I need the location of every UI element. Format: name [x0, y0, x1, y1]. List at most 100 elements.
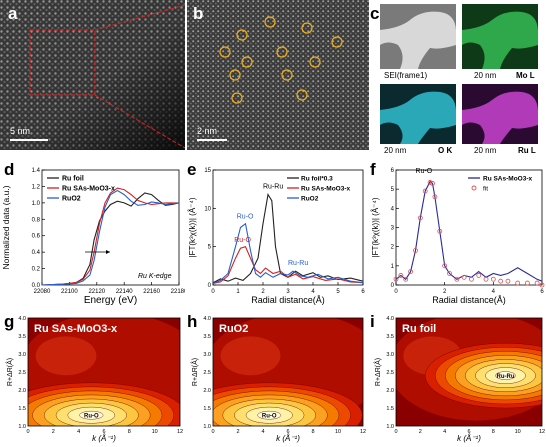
y-tick-label: 2.5 [203, 370, 211, 376]
y-tick-label: 1.0 [203, 424, 211, 430]
series-line [41, 187, 179, 286]
panel-label-f: f [370, 160, 376, 179]
fit-marker [442, 263, 448, 269]
y-tick-label: 3 [391, 226, 395, 232]
y-tick-label: 0 [391, 283, 395, 289]
y-tick-label: 2.0 [203, 388, 211, 394]
heatmap-layer [396, 318, 542, 426]
y-tick-label: 3.5 [18, 334, 26, 340]
heatmap-title: RuO2 [219, 323, 248, 335]
panel-g: g 0 2 4 6 8 10 12 1.0 1.5 2.0 2.5 3.0 3.5 4.0 k (Å⁻¹) R… [0, 312, 185, 447]
y-axis-label: R+ΔR(Å) [5, 358, 14, 386]
x-tick-label: 22160 [143, 289, 160, 295]
heatmap-layer [213, 318, 363, 426]
x-tick-label: 6 [467, 429, 470, 435]
eds-scale-mo: 20 nm [474, 71, 497, 80]
scale-label-b: 2 nm [197, 126, 218, 136]
y-tick-label: 1.4 [32, 168, 41, 174]
legend-label: RuO2 [62, 196, 81, 203]
legend-label: Ru SAs-MoO3-x [301, 186, 351, 193]
peak-label: Ru-O [262, 414, 277, 420]
fit-marker [469, 276, 474, 282]
ft-exafs-chart: 0 1 2 3 4 5 6 0 5 10 15 Radial distance(Å) |FT(k³χ(k… [188, 168, 365, 305]
y-tick-label: 4.0 [203, 316, 211, 322]
y-axis-label: Normalized data (a.u.) [1, 185, 11, 269]
fit-marker [430, 181, 435, 186]
y-tick-label: 0.4 [32, 250, 41, 256]
x-tick-label: 22100 [61, 289, 78, 295]
heatmap-blob [35, 336, 97, 376]
eds-label-o: O K [438, 146, 453, 155]
series-line [41, 192, 180, 286]
exafs-fit-chart: 0 2 4 6 0 1 2 3 4 5 6 Radial distance(Å) |FT(k³χ(k))… [371, 168, 545, 305]
x-tick-label: 4 [311, 289, 315, 295]
x-tick-label: 2 [443, 289, 447, 295]
x-axis-label: Radial distance(Å) [432, 295, 506, 305]
fit-marker [461, 274, 467, 280]
x-tick-label: 8 [311, 429, 314, 435]
x-tick-label: 0 [211, 289, 215, 295]
y-tick-label: 1.2 [32, 184, 41, 190]
heatmap-title: Ru SAs-MoO3-x [34, 323, 118, 335]
y-tick-label: 3.0 [203, 352, 211, 358]
y-tick-label: 0.6 [32, 234, 41, 240]
x-tick-label: 6 [286, 429, 289, 435]
panel-label-a: a [8, 4, 18, 23]
x-tick-label: 4 [77, 429, 80, 435]
panel-c: c SEI(frame1) 20 nm Mo L 20 nm O K 20 nm… [370, 0, 546, 155]
eds-label-ru: Ru L [518, 146, 536, 155]
y-tick-label: 0.8 [32, 217, 41, 223]
panel-label-b: b [193, 4, 204, 23]
x-tick-label: 2 [52, 429, 55, 435]
eds-label-sei: SEI(frame1) [384, 71, 428, 80]
y-tick-label: 4 [391, 206, 395, 212]
series-line [212, 222, 364, 285]
legend-label: Ru foil*0.3 [301, 176, 333, 183]
x-axis-label: k (Å⁻¹) [276, 434, 300, 443]
x-axis-label: Energy (eV) [84, 295, 137, 306]
y-tick-label: 5 [391, 187, 395, 193]
plot-frame [27, 317, 181, 427]
scale-label-a: 5 nm [10, 126, 31, 136]
legend-label: RuO2 [301, 196, 319, 203]
contour-level [79, 410, 104, 420]
y-tick-label: 2 [391, 245, 395, 251]
y-axis-label: |FT(k³χ(k))| (Å⁻⁴) [188, 197, 197, 257]
x-tick-label: 4 [443, 429, 446, 435]
y-axis-label: |FT(k³χ(k))| (Å⁻⁴) [371, 197, 380, 257]
y-tick-label: 4.0 [18, 316, 26, 322]
y-tick-label: 0 [208, 283, 212, 289]
x-tick-label: 10 [335, 429, 341, 435]
fit-marker [403, 276, 409, 282]
y-tick-label: 6 [391, 168, 395, 174]
x-tick-label: 2 [261, 289, 265, 295]
legend-label: Ru SAs-MoO3-x [62, 186, 115, 193]
peak-label: Ru-Ru [288, 260, 308, 267]
plot-frame [212, 317, 364, 427]
fit-marker [398, 273, 404, 278]
x-tick-label: 10 [152, 429, 158, 435]
peak-label: Ru-Ru [263, 183, 283, 190]
x-tick-label: 0 [394, 429, 397, 435]
fit-marker [490, 276, 496, 282]
plot-frame [395, 169, 543, 286]
y-tick-label: 2.0 [18, 388, 26, 394]
x-tick-label: 4 [492, 289, 496, 295]
y-tick-label: 1.5 [203, 406, 211, 412]
fit-marker [534, 280, 540, 286]
fit-marker [498, 278, 504, 284]
x-tick-label: 12 [177, 429, 183, 435]
legend-label: fit [483, 186, 488, 193]
contour-level [257, 410, 282, 420]
panel-b: 2 nm b [187, 0, 369, 150]
x-tick-label: 0 [26, 429, 29, 435]
fit-marker [432, 194, 438, 200]
y-tick-label: 1.5 [386, 406, 394, 412]
x-tick-label: 2 [236, 429, 239, 435]
y-tick-label: 1.0 [386, 424, 394, 430]
fit-marker [413, 248, 418, 253]
y-tick-label: 0.0 [32, 283, 41, 289]
panel-a: 5 nm a [0, 0, 185, 150]
